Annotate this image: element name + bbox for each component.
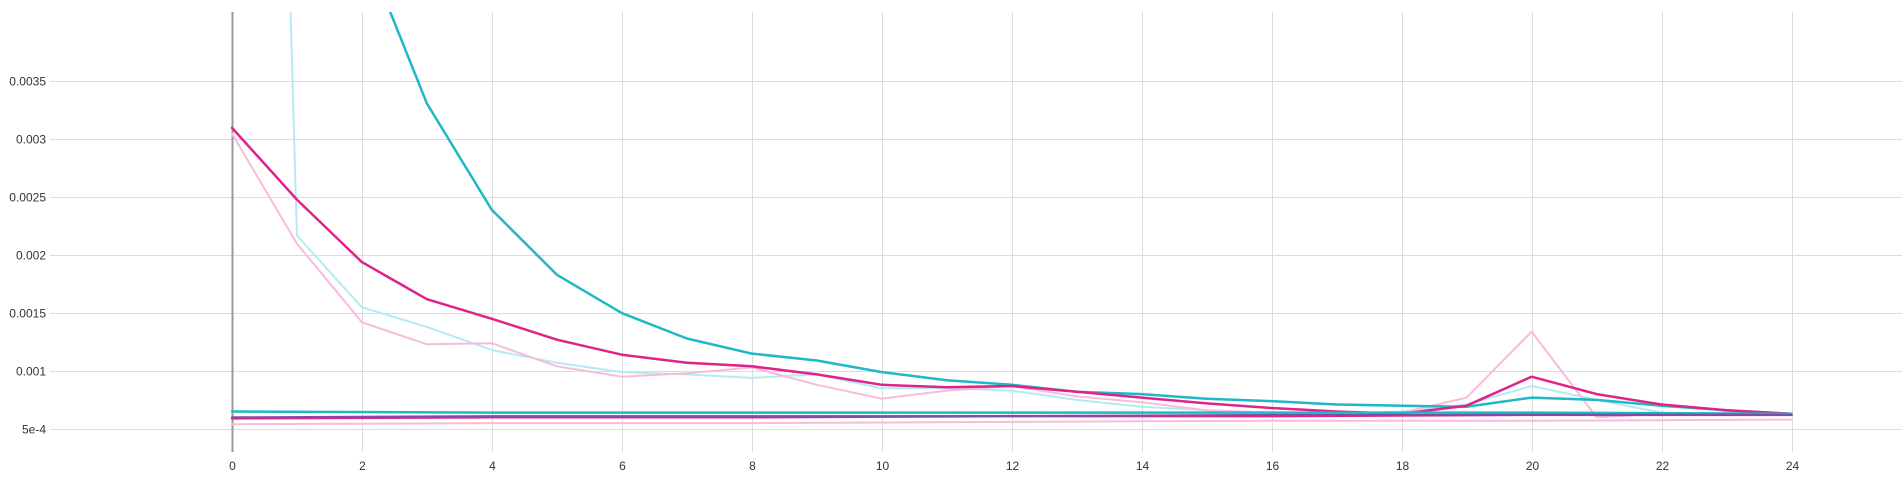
y-tick-label: 5e-4: [22, 423, 46, 437]
y-tick-label: 0.0015: [9, 307, 46, 321]
y-tick-label: 0.0025: [9, 191, 46, 205]
x-tick-label: 12: [1006, 459, 1020, 473]
series-line-4: [232, 128, 1792, 414]
x-tick-label: 24: [1786, 459, 1800, 473]
x-tick-label: 4: [489, 459, 496, 473]
x-tick-label: 14: [1136, 459, 1150, 473]
x-tick-label: 6: [619, 459, 626, 473]
x-tick-label: 22: [1656, 459, 1670, 473]
y-tick-label: 0.001: [16, 365, 46, 379]
series-line-2: [232, 134, 1792, 418]
x-tick-label: 0: [229, 459, 236, 473]
x-tick-label: 20: [1526, 459, 1540, 473]
y-tick-label: 0.003: [16, 133, 46, 147]
x-tick-label: 8: [749, 459, 756, 473]
x-tick-label: 16: [1266, 459, 1280, 473]
series-layer: [232, 6, 1792, 424]
x-tick-label: 18: [1396, 459, 1410, 473]
series-line-3: [388, 6, 1792, 414]
x-tick-label: 2: [359, 459, 366, 473]
y-tick-label: 0.0035: [9, 75, 46, 89]
x-tick-label: 10: [876, 459, 890, 473]
y-tick-label: 0.002: [16, 249, 46, 263]
